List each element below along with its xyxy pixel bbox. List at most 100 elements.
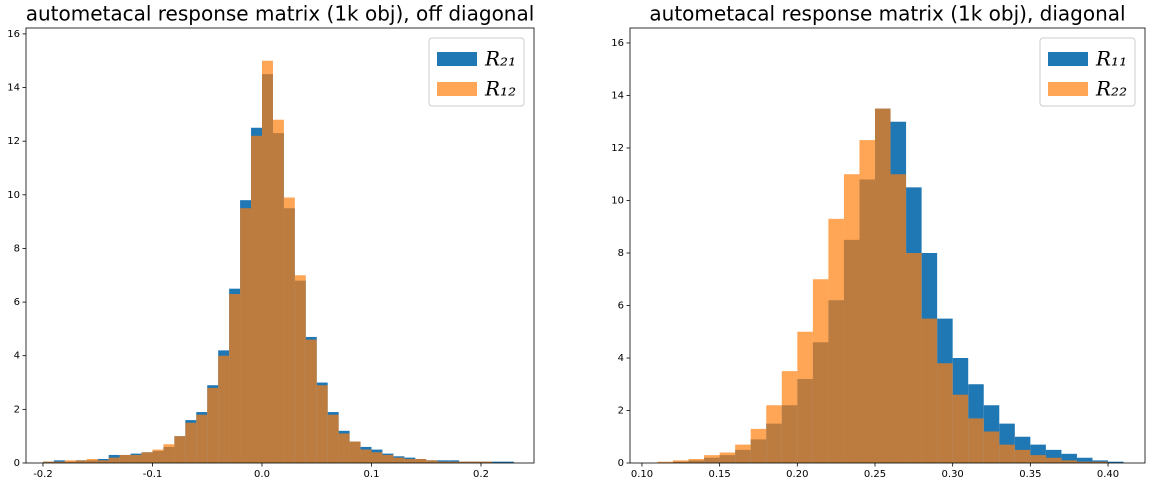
bar <box>97 460 109 463</box>
bar <box>1061 453 1077 463</box>
bar <box>130 454 142 463</box>
bar <box>1030 455 1046 463</box>
y-tick-label: 10 <box>7 190 20 201</box>
bar <box>316 385 328 463</box>
bar <box>163 444 175 463</box>
legend-swatch <box>1048 82 1088 96</box>
bar <box>382 454 394 463</box>
bar <box>207 387 219 463</box>
axes-frame <box>629 27 1146 464</box>
legend: R₁₁ R₂₂ <box>1039 37 1136 107</box>
legend-label: R₁₁ <box>1095 47 1127 71</box>
x-tick-label: 0.20 <box>786 469 808 480</box>
bar <box>229 294 241 463</box>
bar <box>338 433 350 463</box>
bar <box>470 461 481 463</box>
bar <box>371 452 383 463</box>
bar <box>1108 461 1124 463</box>
bar <box>1014 449 1031 463</box>
legend-swatch <box>437 52 477 66</box>
legend-label: R₂₂ <box>1095 77 1127 101</box>
bar <box>843 174 860 464</box>
bar <box>75 460 87 463</box>
axes-frame <box>25 27 535 464</box>
bar <box>218 355 230 463</box>
y-tick-label: 0 <box>14 458 20 469</box>
x-tick-label: 0.40 <box>1097 469 1119 480</box>
bar <box>360 449 372 463</box>
bar <box>921 318 938 463</box>
y-tick-label: 12 <box>611 143 624 154</box>
bar <box>797 331 813 463</box>
bar <box>393 457 405 463</box>
legend-label: R₂₁ <box>484 47 516 71</box>
y-tick-label: 4 <box>14 351 20 362</box>
x-tick-label: -0.2 <box>33 469 53 480</box>
y-tick-label: 14 <box>7 83 20 94</box>
bar <box>141 452 153 463</box>
bar <box>890 174 907 464</box>
bar <box>261 60 273 463</box>
bar <box>1076 457 1093 463</box>
x-tick-label: 0.0 <box>254 469 270 480</box>
legend-swatch <box>437 82 477 96</box>
bar <box>719 452 736 463</box>
bar <box>1092 461 1109 463</box>
x-tick-label: 0.25 <box>864 469 886 480</box>
x-tick-label: 0.1 <box>364 469 380 480</box>
y-tick-label: 16 <box>611 38 624 49</box>
bar <box>53 461 65 463</box>
bar <box>196 414 208 463</box>
bar <box>781 371 798 463</box>
bar <box>983 431 1000 463</box>
bar <box>812 279 829 463</box>
bar <box>240 208 252 463</box>
bar <box>404 458 416 463</box>
legend: R₂₁ R₁₂ <box>428 37 525 107</box>
bar <box>448 461 460 463</box>
x-tick-label: 0.2 <box>473 469 489 480</box>
bar <box>305 339 317 463</box>
y-tick-label: 4 <box>618 353 624 364</box>
bar <box>657 461 674 463</box>
bar <box>999 444 1015 463</box>
bar <box>426 460 438 463</box>
x-tick-label: 0.15 <box>709 469 731 480</box>
bar <box>502 461 514 463</box>
bar <box>906 252 922 463</box>
bar <box>874 108 891 463</box>
bar <box>952 394 969 463</box>
bar <box>86 458 98 463</box>
x-tick-label: 0.35 <box>1019 469 1041 480</box>
bar <box>688 459 705 463</box>
bar <box>459 461 471 463</box>
chart-title: autometacal response matrix (1k obj), of… <box>26 2 535 26</box>
chart: autometacal response matrix (1k obj), of… <box>7 2 535 480</box>
bar <box>766 405 782 463</box>
bar <box>119 454 131 463</box>
bar <box>704 455 720 463</box>
bar <box>251 135 262 463</box>
bar <box>327 414 339 463</box>
bar <box>108 457 120 463</box>
bar <box>1076 461 1093 463</box>
bar <box>294 275 306 463</box>
bar <box>1045 457 1062 463</box>
y-tick-label: 2 <box>14 404 20 415</box>
bar <box>673 460 689 463</box>
y-tick-label: 10 <box>611 195 624 206</box>
bar <box>491 461 503 463</box>
bar <box>735 444 751 463</box>
y-tick-label: 8 <box>14 243 20 254</box>
bar <box>272 119 284 464</box>
bar <box>349 441 361 463</box>
bar <box>480 461 492 463</box>
bar <box>968 418 984 463</box>
y-tick-label: 16 <box>7 29 20 40</box>
legend-label: R₁₂ <box>484 77 516 101</box>
y-tick-label: 6 <box>14 297 20 308</box>
y-tick-label: 12 <box>7 136 20 147</box>
bar <box>859 140 875 463</box>
x-tick-label: 0.30 <box>942 469 964 480</box>
